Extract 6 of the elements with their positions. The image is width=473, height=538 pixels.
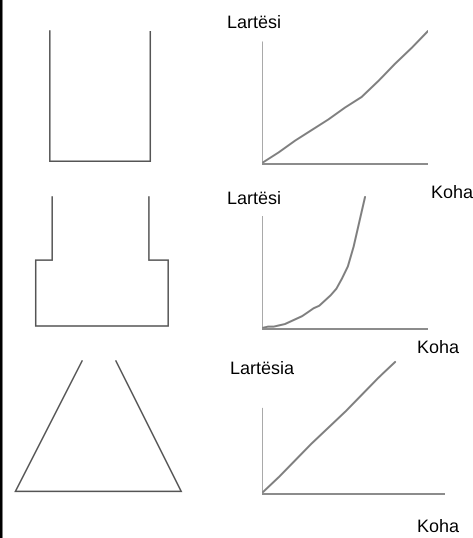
- x-axis-title: Koha: [417, 337, 460, 357]
- y-axis-title: Lartësia: [230, 358, 296, 378]
- x-axis-title: Koha: [417, 516, 460, 536]
- y-axis-title: Lartësi: [227, 188, 282, 208]
- y-axis-title: Lartësi: [227, 12, 282, 32]
- x-axis-title: Koha: [431, 182, 473, 202]
